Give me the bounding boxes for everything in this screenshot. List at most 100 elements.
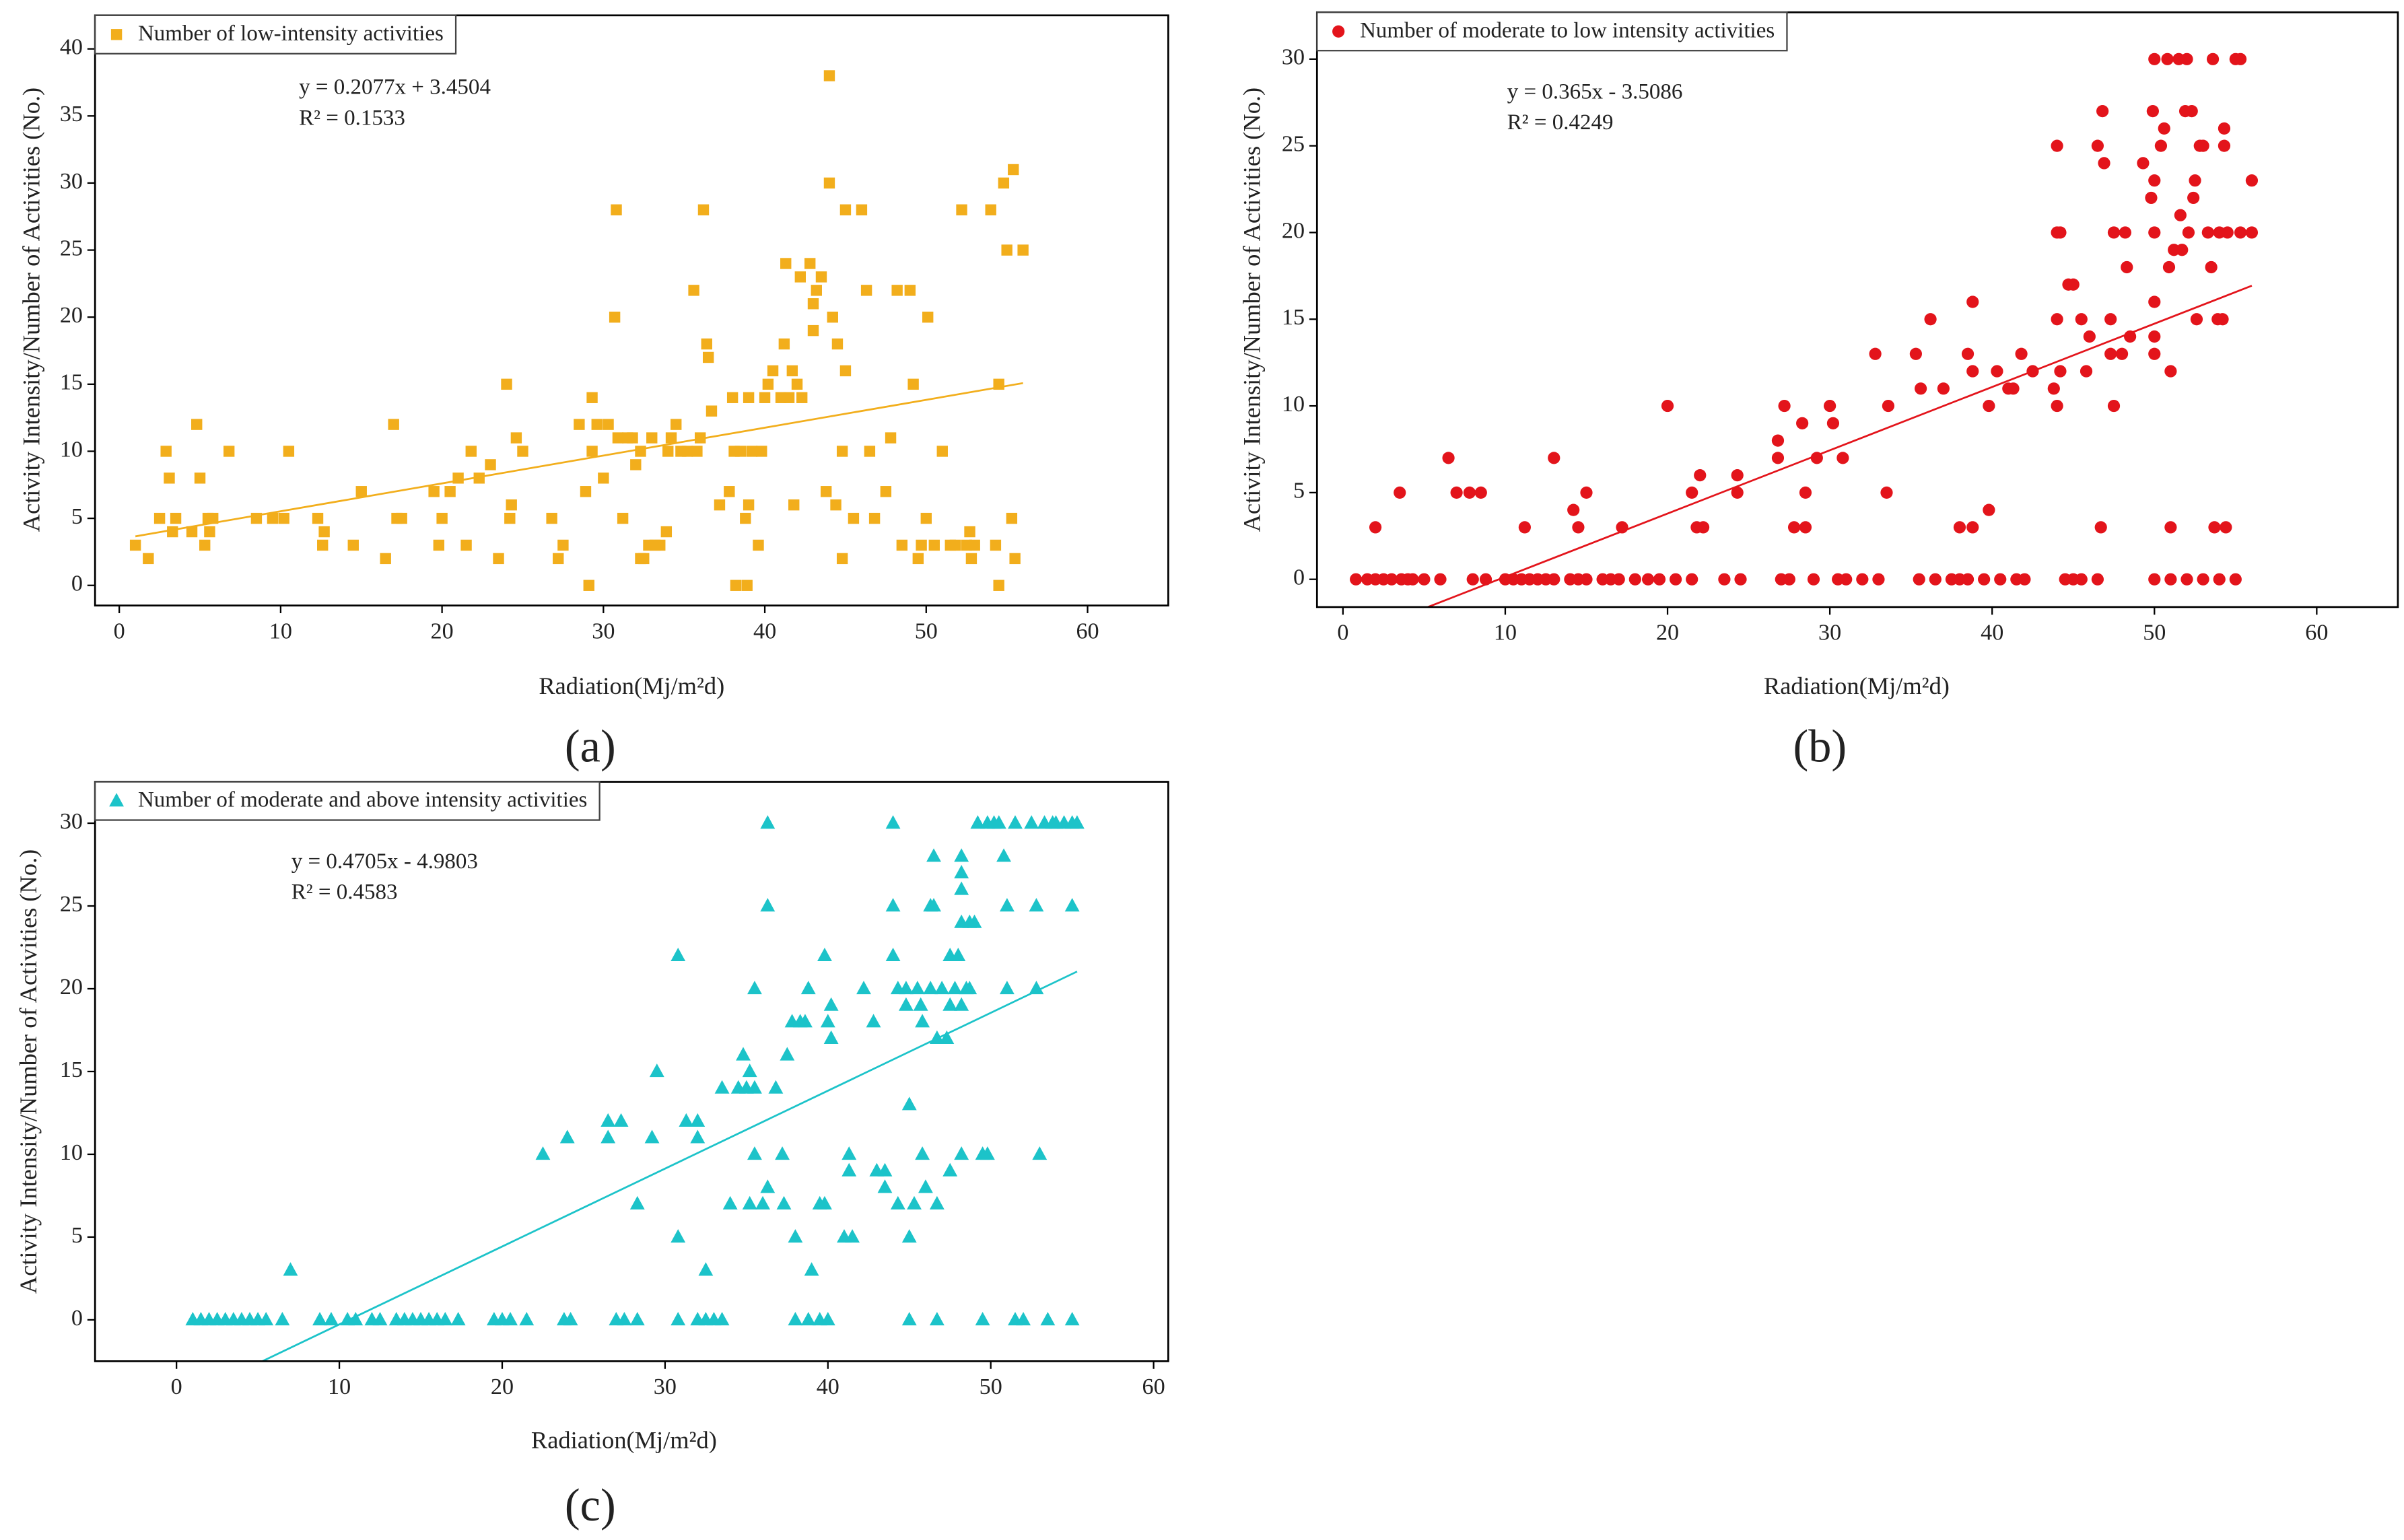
point — [2164, 573, 2177, 586]
point — [701, 338, 712, 350]
point — [2015, 347, 2028, 360]
point — [153, 512, 166, 524]
point — [2197, 573, 2209, 586]
point — [760, 1179, 776, 1193]
point — [2115, 347, 2129, 360]
point — [942, 1162, 958, 1177]
point — [836, 446, 848, 457]
point — [800, 1312, 816, 1326]
point — [856, 204, 868, 215]
point — [702, 351, 714, 363]
point — [204, 526, 215, 538]
point — [791, 378, 803, 390]
point — [915, 1014, 930, 1028]
point — [450, 1312, 466, 1326]
y-tick-label: 40 — [60, 34, 83, 59]
point — [629, 1312, 645, 1326]
y-tick-label: 5 — [71, 1223, 83, 1248]
point — [1994, 573, 2007, 586]
point — [1064, 898, 1080, 912]
point — [2054, 365, 2067, 378]
point — [1783, 573, 1795, 586]
point — [2234, 226, 2247, 239]
point — [1612, 573, 1625, 586]
point — [629, 1195, 645, 1210]
point — [996, 848, 1011, 862]
point — [143, 553, 154, 565]
point — [885, 432, 897, 444]
point — [600, 1129, 616, 1144]
point — [2096, 105, 2109, 118]
point — [1008, 164, 1019, 176]
point — [644, 1129, 660, 1144]
fit-equation: y = 0.4705x - 4.9803 — [291, 849, 478, 874]
point — [970, 815, 986, 829]
point — [396, 512, 407, 524]
legend-box — [94, 14, 457, 55]
point — [788, 499, 800, 511]
x-axis-label: Radiation(Mj/m²d) — [531, 1426, 717, 1453]
point — [1694, 469, 1707, 482]
point — [898, 997, 914, 1011]
y-tick-label: 20 — [60, 975, 83, 1000]
legend-label: Number of moderate to low intensity acti… — [1360, 18, 1775, 42]
point — [800, 981, 816, 995]
point — [734, 446, 747, 457]
point — [223, 446, 235, 457]
point — [199, 539, 211, 551]
point — [856, 981, 871, 995]
point — [742, 1195, 757, 1210]
point — [267, 512, 279, 524]
x-tick-label: 50 — [2143, 621, 2166, 645]
point — [662, 446, 674, 457]
point — [2007, 382, 2020, 395]
point — [681, 446, 693, 457]
point — [760, 815, 776, 829]
x-tick-label: 60 — [2305, 621, 2328, 645]
point — [2201, 226, 2214, 239]
point — [842, 1162, 857, 1177]
point — [1991, 365, 2003, 378]
plot-frame — [1315, 11, 2399, 608]
point — [2107, 226, 2121, 239]
y-tick-label: 10 — [1282, 392, 1305, 417]
point — [776, 1195, 792, 1210]
point — [611, 204, 622, 215]
point — [1064, 1312, 1080, 1326]
point — [1983, 503, 1995, 516]
point — [2104, 313, 2117, 326]
point — [962, 981, 977, 995]
point — [915, 1146, 930, 1160]
point — [934, 981, 950, 995]
point — [860, 285, 872, 296]
point — [736, 1047, 751, 1061]
point — [753, 539, 764, 551]
point — [2161, 53, 2174, 65]
point — [1953, 521, 1966, 534]
point — [654, 539, 666, 551]
point — [546, 512, 557, 524]
point — [1978, 573, 1991, 586]
point — [2208, 521, 2221, 534]
point — [836, 553, 848, 565]
point — [671, 1312, 686, 1326]
point — [817, 947, 832, 961]
point — [646, 432, 658, 444]
y-tick-label: 15 — [60, 1057, 83, 1082]
y-tick-label: 10 — [60, 437, 83, 462]
point — [912, 553, 924, 565]
point — [747, 1146, 762, 1160]
point — [2162, 260, 2176, 274]
point — [926, 898, 941, 912]
point — [388, 419, 399, 430]
point — [2213, 573, 2226, 586]
point — [747, 1080, 762, 1094]
point — [1434, 573, 1447, 586]
point — [698, 1262, 714, 1276]
point — [2205, 260, 2218, 274]
point — [807, 298, 819, 310]
point — [1913, 573, 1925, 586]
legend-box — [1316, 11, 1788, 52]
point — [755, 1195, 770, 1210]
point — [1826, 417, 1840, 429]
